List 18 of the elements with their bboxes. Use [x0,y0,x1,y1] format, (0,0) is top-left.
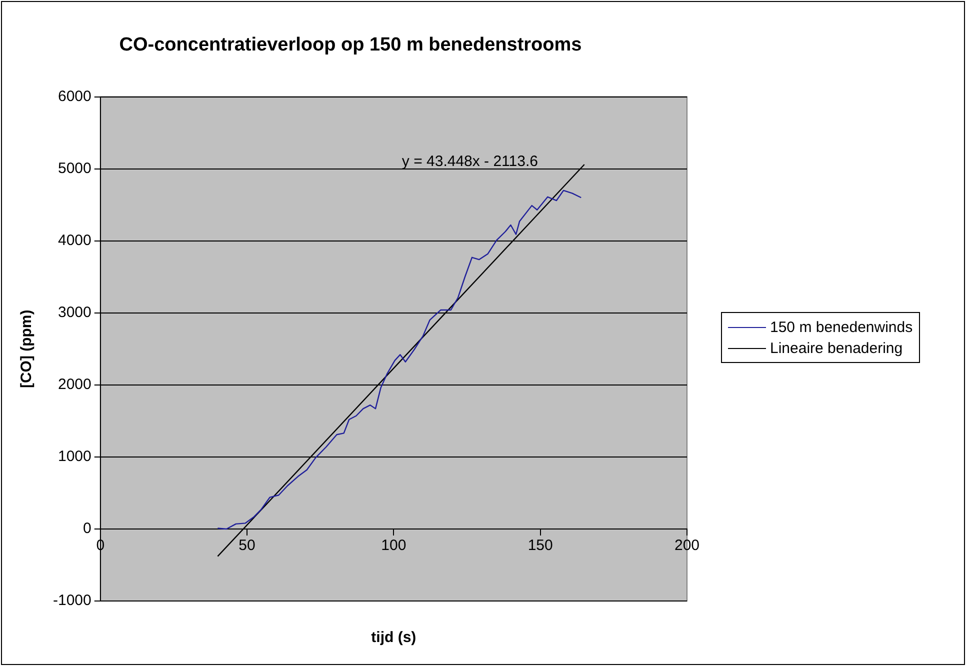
y-tick-label: 1000 [58,448,92,466]
x-tick-label: 200 [674,537,700,554]
x-tick-label: 150 [528,537,553,554]
legend-label: 150 m benedenwinds [770,319,913,336]
x-tick-label: 50 [238,537,256,554]
y-tick-label: 2000 [58,376,92,394]
y-tick-label: 5000 [58,160,92,177]
y-tick-label: -1000 [52,592,92,610]
chart-title: CO-concentratieverloop op 150 m benedenstrooms [119,34,582,56]
y-axis-title: [CO] (ppm) [18,310,36,388]
y-tick-label: 3000 [58,304,92,322]
y-tick-label: 0 [83,520,92,538]
annotation: y = 43.448x - 2113.6 [402,152,538,170]
legend-label: Lineaire benadering [770,340,903,357]
y-tick-label: 4000 [58,232,92,249]
y-tick-label: 6000 [58,88,92,105]
x-tick-label: 100 [381,537,406,554]
x-axis-title: tijd (s) [371,629,416,646]
